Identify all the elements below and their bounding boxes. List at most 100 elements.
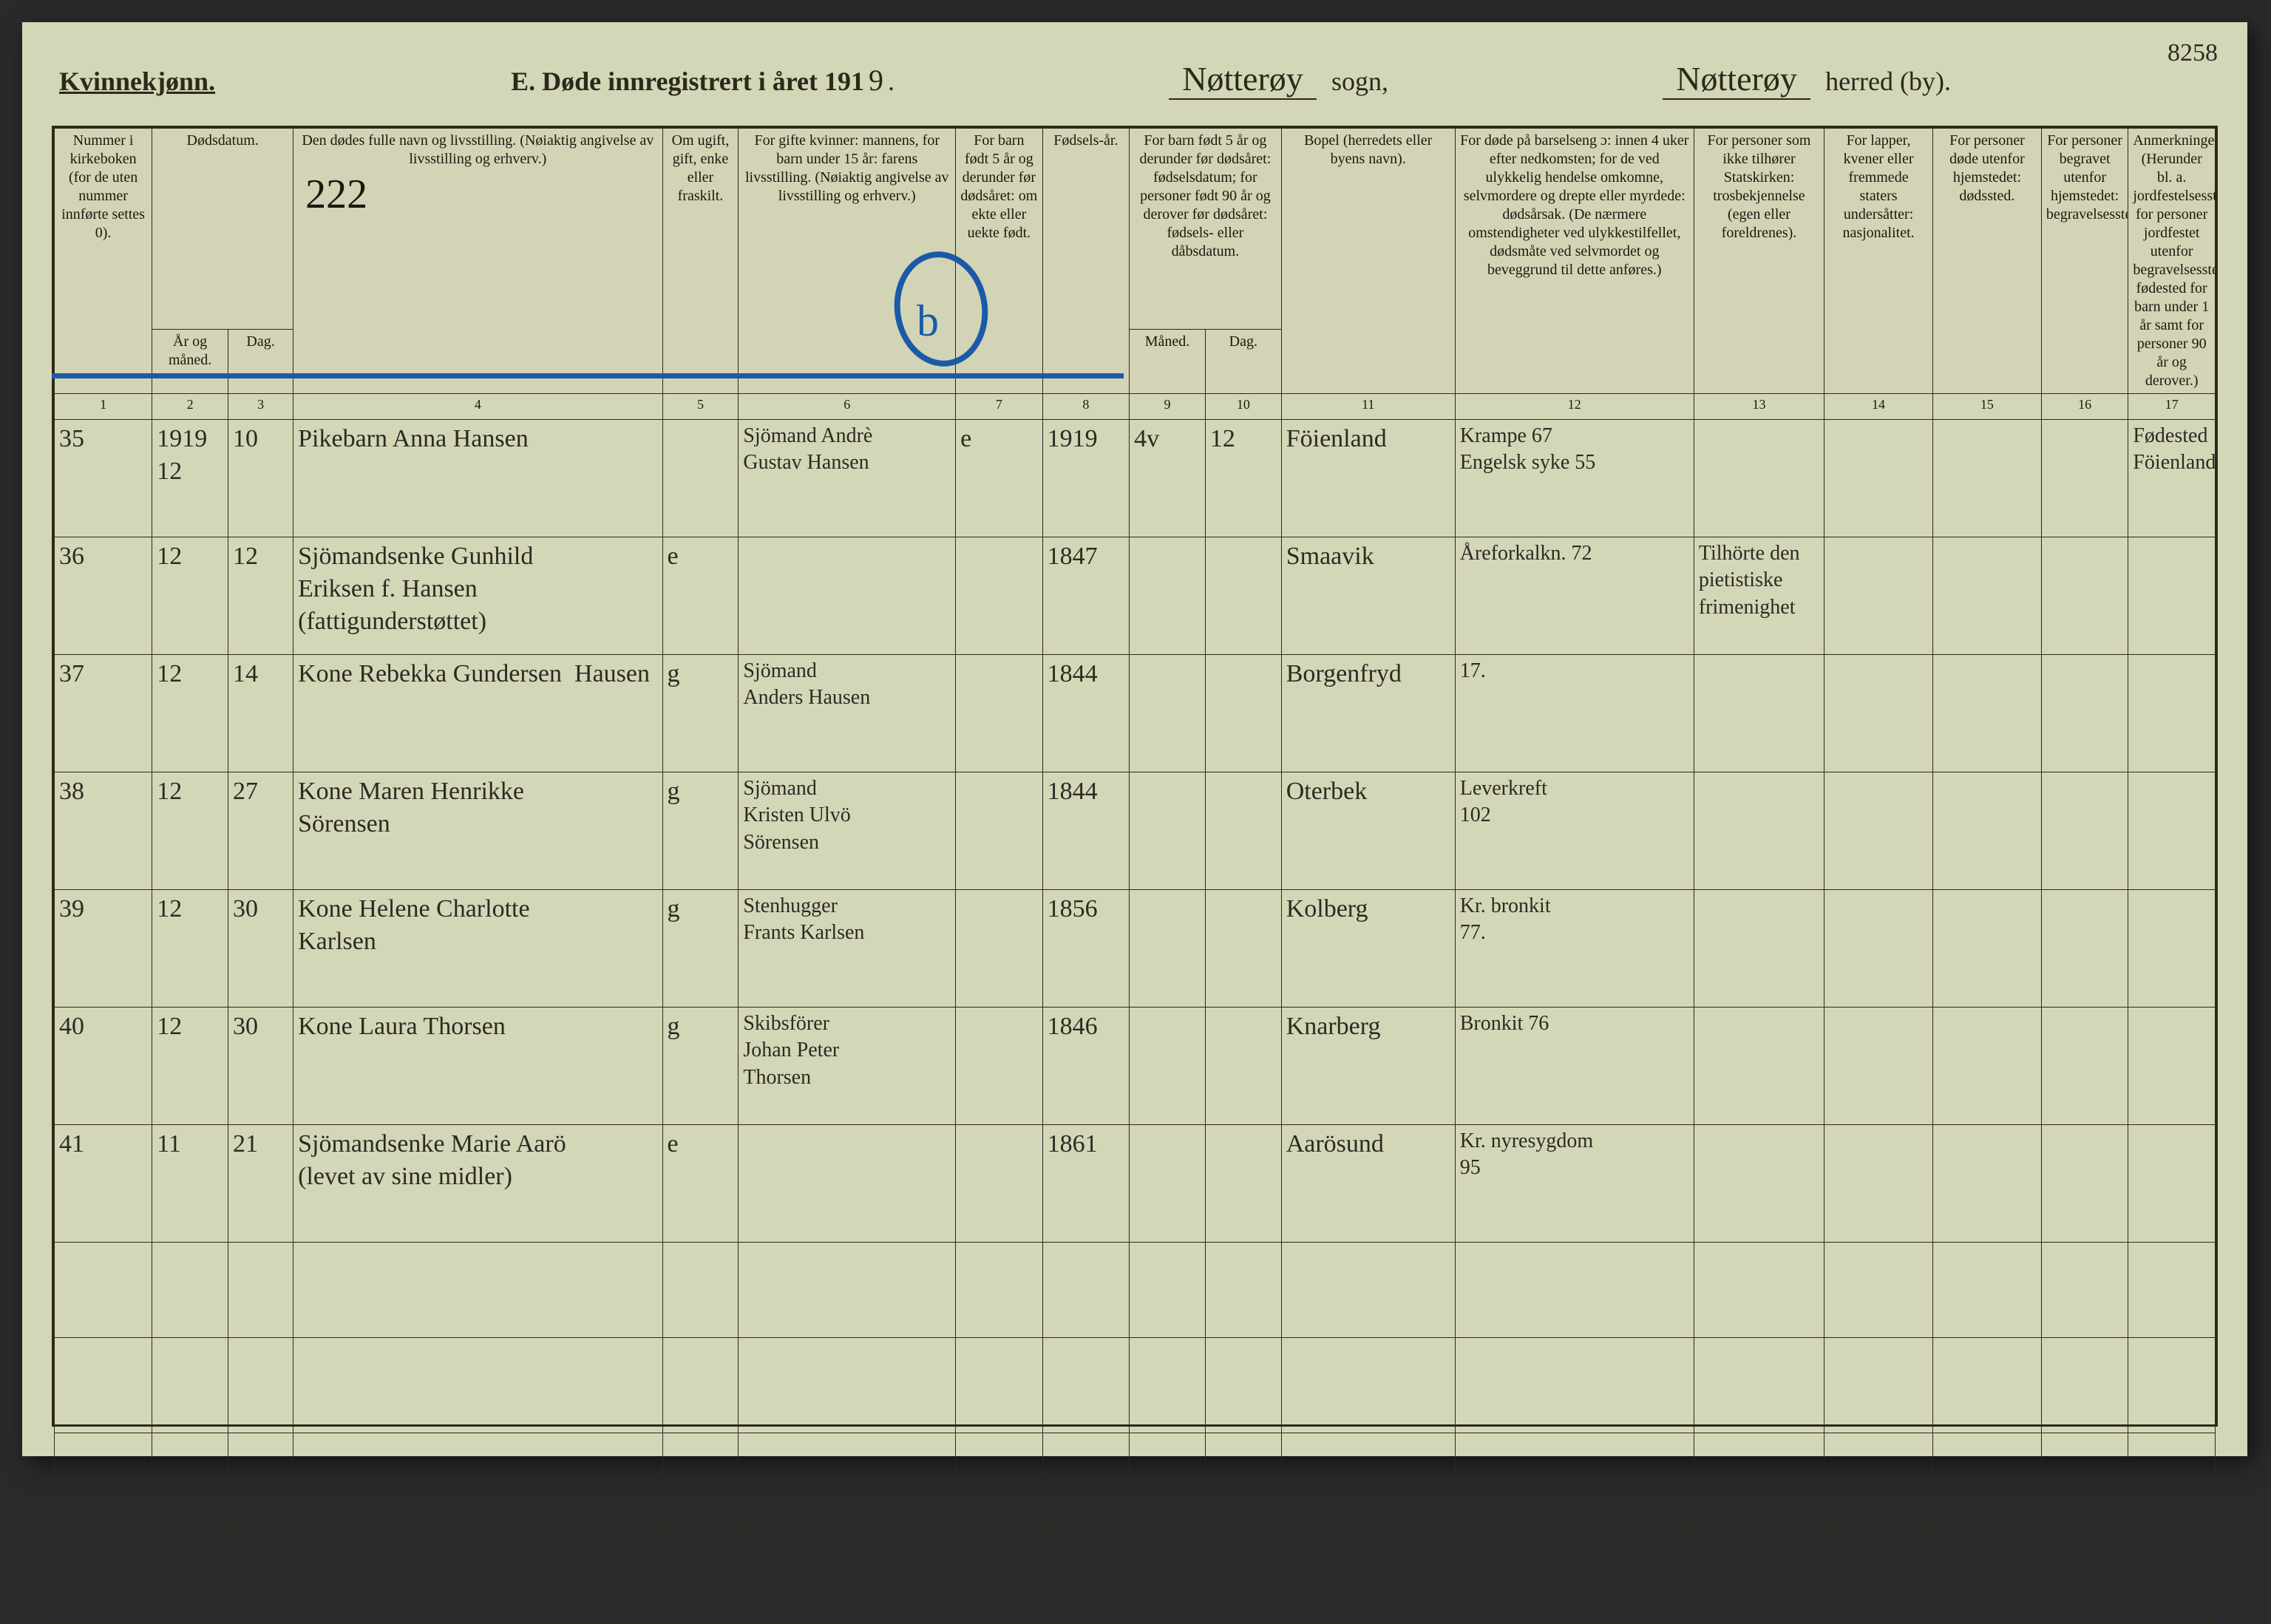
empty-cell xyxy=(152,1243,228,1338)
cell-c10 xyxy=(1205,537,1281,655)
empty-cell xyxy=(739,1433,956,1529)
empty-cell xyxy=(1042,1243,1129,1338)
empty-cell xyxy=(1824,1338,1933,1433)
sogn-label: sogn, xyxy=(1331,66,1388,97)
cell-day: 21 xyxy=(228,1125,293,1243)
cell-cause: Bronkit 76 xyxy=(1455,1008,1694,1125)
col-subheader: År og måned. xyxy=(152,329,228,393)
column-number: 4 xyxy=(293,394,662,420)
register-table: Nummer i kirke­boken (for de uten nummer… xyxy=(54,128,2216,1624)
cell-c15 xyxy=(1932,1125,2041,1243)
cell-c7 xyxy=(956,537,1042,655)
table-row: 361212Sjömandsenke Gunhild Eriksen f. Ha… xyxy=(55,537,2216,655)
table-row-empty xyxy=(55,1338,2216,1433)
column-number: 15 xyxy=(1932,394,2041,420)
cell-day: 30 xyxy=(228,1008,293,1125)
cell-c7: e xyxy=(956,420,1042,537)
empty-cell xyxy=(1694,1338,1824,1433)
herred-label: herred (by). xyxy=(1825,66,1951,97)
cell-name: Kone Laura Thorsen xyxy=(293,1008,662,1125)
empty-cell xyxy=(2041,1433,2128,1529)
herred-value: Nøtterøy xyxy=(1663,59,1810,100)
cell-anm xyxy=(2128,1008,2216,1125)
table-row: 351919 1210Pikebarn Anna HansenSjömand A… xyxy=(55,420,2216,537)
cell-c9 xyxy=(1130,772,1206,890)
cell-name: Sjömandsenke Gunhild Eriksen f. Hansen (… xyxy=(293,537,662,655)
empty-cell xyxy=(2128,1433,2216,1529)
empty-cell xyxy=(1932,1529,2041,1624)
table-row: 371214Kone Rebekka Gundersen HausengSjöm… xyxy=(55,655,2216,772)
column-number-row: 1234567891011121314151617 xyxy=(55,394,2216,420)
cell-birth: 1847 xyxy=(1042,537,1129,655)
cell-c14 xyxy=(1824,655,1933,772)
cell-num: 36 xyxy=(55,537,152,655)
empty-cell xyxy=(1281,1338,1455,1433)
empty-cell xyxy=(1130,1338,1206,1433)
cell-c13: Tilhörte den pietistiske frimenighet xyxy=(1694,537,1824,655)
empty-cell xyxy=(1205,1433,1281,1529)
empty-cell xyxy=(2041,1243,2128,1338)
cell-c7 xyxy=(956,655,1042,772)
cell-c15 xyxy=(1932,772,2041,890)
cell-anm xyxy=(2128,537,2216,655)
empty-cell xyxy=(228,1529,293,1624)
gender-label: Kvinnekjønn. xyxy=(59,66,215,97)
empty-cell xyxy=(1694,1529,1824,1624)
cell-c7 xyxy=(956,772,1042,890)
col-subheader: Dag. xyxy=(228,329,293,393)
cell-c16 xyxy=(2041,1008,2128,1125)
cell-day: 10 xyxy=(228,420,293,537)
cell-c13 xyxy=(1694,1008,1824,1125)
cell-status: g xyxy=(662,890,739,1008)
cell-name: Kone Helene Charlotte Karlsen xyxy=(293,890,662,1008)
column-number: 6 xyxy=(739,394,956,420)
cell-birth: 1844 xyxy=(1042,655,1129,772)
empty-cell xyxy=(2128,1529,2216,1624)
cell-c10 xyxy=(1205,655,1281,772)
cell-c16 xyxy=(2041,1125,2128,1243)
cell-status: e xyxy=(662,537,739,655)
cell-anm xyxy=(2128,655,2216,772)
cell-bopel: Aarösund xyxy=(1281,1125,1455,1243)
empty-cell xyxy=(2128,1338,2216,1433)
col-header: For barn født 5 år og derunder før dødså… xyxy=(956,129,1042,394)
cell-c9 xyxy=(1130,890,1206,1008)
cell-c13 xyxy=(1694,890,1824,1008)
cell-year_month: 12 xyxy=(152,772,228,890)
cell-year_month: 12 xyxy=(152,890,228,1008)
cell-num: 38 xyxy=(55,772,152,890)
cell-c10 xyxy=(1205,772,1281,890)
cell-c16 xyxy=(2041,772,2128,890)
cell-c9: 4v xyxy=(1130,420,1206,537)
cell-bopel: Kolberg xyxy=(1281,890,1455,1008)
column-number: 2 xyxy=(152,394,228,420)
col-header: Anmerkninger. (Herunder bl. a. jordfeste… xyxy=(2128,129,2216,394)
page-header: Kvinnekjønn. E. Døde innregistrert i åre… xyxy=(59,59,2210,111)
cell-year_month: 11 xyxy=(152,1125,228,1243)
cell-occ: Sjömand Andrè Gustav Hansen xyxy=(739,420,956,537)
table-row: 381227Kone Maren Henrikke SörensengSjöma… xyxy=(55,772,2216,890)
empty-cell xyxy=(1042,1338,1129,1433)
cell-name: Sjömandsenke Marie Aarö (levet av sine m… xyxy=(293,1125,662,1243)
empty-cell xyxy=(1042,1433,1129,1529)
cell-c16 xyxy=(2041,537,2128,655)
cell-c15 xyxy=(1932,1008,2041,1125)
col-header: For personer døde utenfor hjemstedet: dø… xyxy=(1932,129,2041,394)
cell-cause: Åreforkalkn. 72 xyxy=(1455,537,1694,655)
cell-c13 xyxy=(1694,1125,1824,1243)
table-row-empty xyxy=(55,1433,2216,1529)
empty-cell xyxy=(55,1433,152,1529)
empty-cell xyxy=(1824,1529,1933,1624)
cell-c13 xyxy=(1694,420,1824,537)
cell-c9 xyxy=(1130,655,1206,772)
cell-year_month: 12 xyxy=(152,655,228,772)
empty-cell xyxy=(956,1338,1042,1433)
cell-c9 xyxy=(1130,537,1206,655)
cell-year_month: 1919 12 xyxy=(152,420,228,537)
table-row-empty xyxy=(55,1243,2216,1338)
cell-name: Kone Maren Henrikke Sörensen xyxy=(293,772,662,890)
cell-cause: Krampe 67 Engelsk syke 55 xyxy=(1455,420,1694,537)
sequence-number: 222 xyxy=(298,169,657,220)
column-number: 8 xyxy=(1042,394,1129,420)
sogn-value: Nøtterøy xyxy=(1169,59,1317,100)
